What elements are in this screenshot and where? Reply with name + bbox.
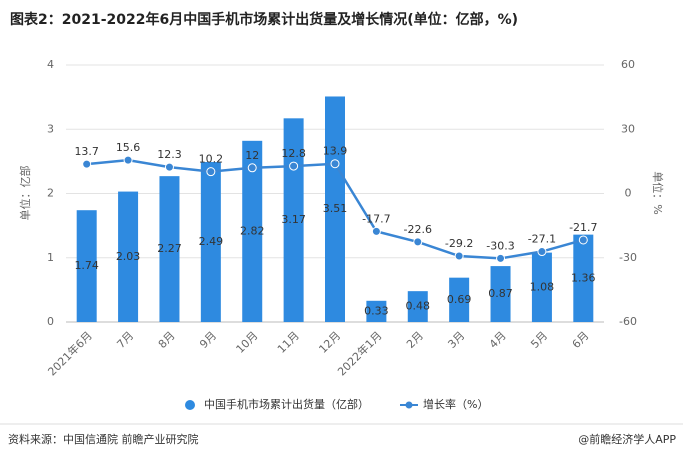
bar-value-label: 2.03 [116,250,141,263]
x-tick-label: 3月 [445,329,467,351]
line-value-label: -27.1 [528,233,556,246]
y2-tick-label: -30 [619,251,637,264]
line-value-label: 12.8 [281,147,306,160]
bar-value-label: 2.49 [199,235,224,248]
y-axis-label: 单位：亿部 [18,166,32,221]
line-value-label: -29.2 [445,237,473,250]
line-value-label: -17.7 [362,212,390,225]
line-point [496,253,506,263]
x-tick-label: 11月 [275,329,302,356]
bar [283,118,304,322]
y2-tick-label: 30 [621,122,635,135]
bar [449,277,470,322]
y2-axis-label: 单位：% [651,171,665,214]
bar [159,176,180,322]
line-point [123,155,133,165]
line-point [82,159,92,169]
y-tick-label: 3 [47,122,54,135]
legend-label: 中国手机市场累计出货量（亿部） [204,397,369,411]
line-point [289,161,299,171]
x-tick-label: 5月 [528,329,550,351]
x-tick-label: 9月 [197,329,219,351]
line-value-label: -22.6 [404,223,432,236]
y2-tick-label: 60 [621,58,635,71]
bar-value-label: 3.17 [281,213,306,226]
bar-value-label: 2.27 [157,242,182,255]
line-point [578,235,588,245]
x-tick-label: 7月 [114,329,136,351]
bar [118,191,139,322]
line-point [330,159,340,169]
source: 资料来源：中国信通院 前瞻产业研究院 [8,432,199,446]
bar [407,291,428,322]
bar-value-label: 3.51 [323,202,348,215]
legend-swatch [405,401,413,409]
bar-value-label: 0.33 [364,304,389,317]
credit: @前瞻经济学人APP [578,432,676,446]
y-tick-label: 1 [47,251,54,264]
chart-title: 图表2：2021-2022年6月中国手机市场累计出货量及增长情况(单位：亿部，%… [10,11,518,28]
bar-value-label: 1.36 [571,271,596,284]
legend-label: 增长率（%） [423,397,488,411]
y-tick-label: 4 [47,58,54,71]
line-point [454,251,464,261]
bar-value-label: 2.82 [240,224,265,237]
bar [490,266,511,322]
bar-value-label: 1.08 [530,280,555,293]
bar [366,300,387,322]
y2-tick-label: -60 [619,315,637,328]
legend-swatch [185,400,195,410]
line-value-label: 13.7 [74,145,99,158]
bar [76,210,97,322]
x-tick-label: 2月 [404,329,426,351]
bar [531,252,552,322]
line-value-label: -21.7 [569,221,597,234]
line-point [537,247,547,257]
x-tick-label: 4月 [487,329,509,351]
y-tick-label: 0 [47,315,54,328]
bar [573,234,594,322]
line-point [206,167,216,177]
line-value-label: 13.9 [323,145,348,158]
x-tick-label: 10月 [234,329,261,356]
x-tick-label: 12月 [316,329,343,356]
line-point [371,226,381,236]
bar [200,162,221,322]
bar [325,96,345,322]
line-value-label: 15.6 [116,141,141,154]
line-value-label: 12.3 [157,148,182,161]
bar [242,140,263,322]
x-tick-label: 2021年6月 [45,328,95,378]
line-value-label: 10.2 [199,153,224,166]
x-tick-label: 6月 [570,329,592,351]
line-value-label: 12 [245,149,259,162]
bar-value-label: 0.48 [406,300,431,313]
y-tick-label: 2 [47,187,54,200]
line-value-label: -30.3 [486,239,514,252]
line-point [413,237,423,247]
y2-tick-label: 0 [625,187,632,200]
bar-value-label: 1.74 [74,259,99,272]
bar-value-label: 0.87 [488,287,513,300]
line-point [164,162,174,172]
bar-value-label: 0.69 [447,293,472,306]
x-tick-label: 8月 [156,329,178,351]
x-tick-label: 2022年1月 [334,328,384,378]
line-point [247,163,257,173]
